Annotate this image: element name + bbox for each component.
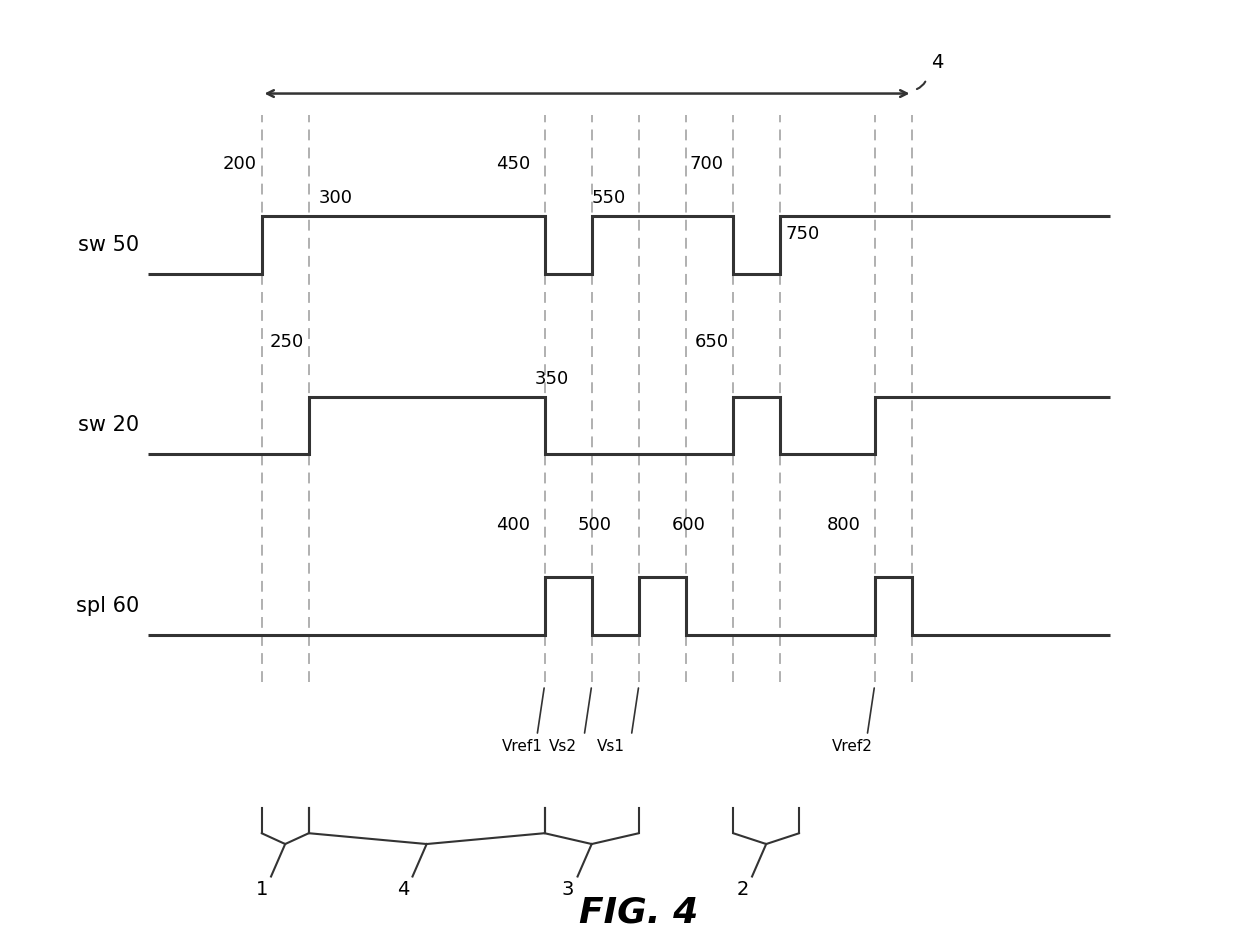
Text: 250: 250: [270, 333, 304, 351]
Text: 700: 700: [689, 155, 724, 173]
Text: spl 60: spl 60: [76, 596, 139, 616]
Text: 4: 4: [931, 53, 944, 72]
Text: 450: 450: [496, 155, 531, 173]
Text: 500: 500: [578, 516, 611, 534]
Text: 550: 550: [591, 189, 626, 208]
Text: sw 20: sw 20: [78, 415, 139, 435]
Text: sw 50: sw 50: [78, 235, 139, 255]
Text: FIG. 4: FIG. 4: [579, 896, 698, 929]
Text: 600: 600: [672, 516, 706, 534]
Text: 300: 300: [319, 189, 352, 208]
Text: Vs1: Vs1: [596, 739, 625, 754]
Text: 750: 750: [785, 226, 820, 244]
Text: Vref2: Vref2: [832, 739, 873, 754]
Text: Vs2: Vs2: [549, 739, 578, 754]
Text: 4: 4: [397, 880, 409, 899]
Text: 400: 400: [496, 516, 531, 534]
Text: 1: 1: [255, 880, 268, 899]
Text: 350: 350: [536, 369, 569, 387]
Text: 200: 200: [223, 155, 257, 173]
Text: 2: 2: [737, 880, 749, 899]
Text: 650: 650: [694, 333, 728, 351]
Text: 3: 3: [562, 880, 574, 899]
Text: Vref1: Vref1: [502, 739, 543, 754]
Text: 800: 800: [827, 516, 861, 534]
